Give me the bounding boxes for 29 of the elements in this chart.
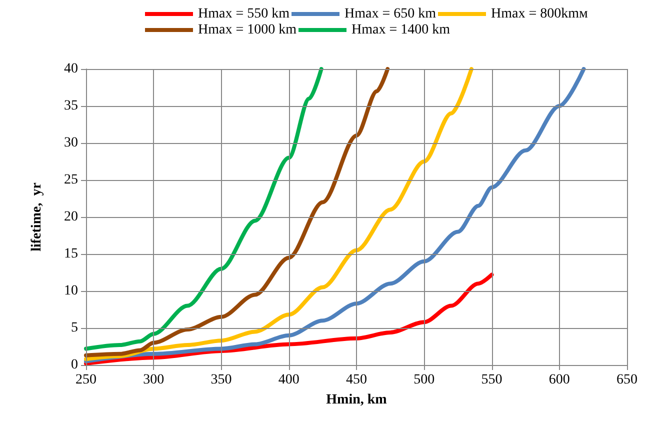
y-tick-label: 40	[64, 62, 78, 76]
x-tick-label: 250	[76, 372, 96, 388]
y-axis-title: lifetime, yr	[30, 182, 44, 252]
line-series	[84, 67, 324, 351]
x-axis-title: Hmin, km	[326, 392, 388, 408]
x-tick-label: 500	[414, 372, 435, 388]
y-tick-label: 10	[64, 284, 78, 298]
legend-label: Hmax = 1400 km	[352, 22, 450, 38]
x-tick-label: 600	[548, 372, 570, 388]
legend-label: Hmax = 1000 km	[198, 22, 297, 38]
x-tick-label: 400	[278, 372, 300, 388]
x-tick-label: 650	[616, 372, 638, 388]
line-series	[84, 272, 494, 366]
y-tick-label: 30	[64, 136, 78, 150]
y-tick-label: 35	[64, 98, 78, 114]
x-tick-label: 300	[143, 372, 164, 388]
x-tick-label: 550	[481, 372, 502, 388]
line-series	[84, 67, 474, 362]
y-tick-label: 15	[64, 246, 78, 262]
y-tick-label: 20	[64, 210, 78, 224]
x-tick-label: 450	[346, 372, 367, 388]
y-tick-label: 25	[64, 172, 78, 188]
x-tick-label: 350	[210, 372, 232, 388]
legend-label: Hmax = 800kmм	[491, 6, 588, 22]
legend-label: Hmax = 650 km	[344, 6, 436, 22]
y-tick-label: 5	[71, 320, 78, 336]
y-tick-label: 0	[71, 358, 78, 372]
line-series	[84, 67, 390, 358]
legend-label: Hmax = 550 km	[198, 6, 290, 22]
